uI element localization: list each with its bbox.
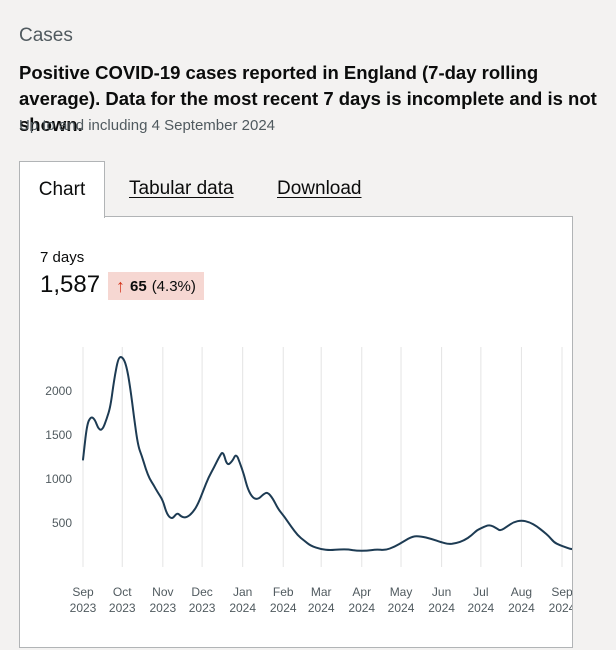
tab-download[interactable]: Download bbox=[277, 178, 362, 199]
x-tick-year: 2024 bbox=[468, 601, 495, 615]
x-tick-label: Jul bbox=[473, 585, 488, 599]
x-tick-label: Oct bbox=[113, 585, 132, 599]
y-axis: 500 1000 1500 2000 bbox=[45, 384, 72, 530]
y-tick-label: 500 bbox=[52, 516, 72, 530]
x-tick-year: 2024 bbox=[229, 601, 256, 615]
x-tick-label: Feb bbox=[273, 585, 294, 599]
x-tick-label: Jun bbox=[432, 585, 451, 599]
x-tick-year: 2023 bbox=[149, 601, 176, 615]
x-tick-year: 2024 bbox=[270, 601, 297, 615]
date-note: Up to and including 4 September 2024 bbox=[19, 117, 276, 134]
x-tick-label: Sep bbox=[72, 585, 94, 599]
change-badge: ↑ 65 (4.3%) bbox=[108, 272, 204, 300]
chart-panel: 7 days 1,587 ↑ 65 (4.3%) 500 1000 1500 2000… bbox=[19, 216, 573, 648]
x-tick-label: Mar bbox=[311, 585, 332, 599]
x-tick-year: 2024 bbox=[549, 601, 572, 615]
x-tick-year: 2024 bbox=[428, 601, 455, 615]
x-tick-year: 2023 bbox=[189, 601, 216, 615]
y-tick-label: 1500 bbox=[45, 428, 72, 442]
x-tick-label: May bbox=[390, 585, 413, 599]
y-tick-label: 2000 bbox=[45, 384, 72, 398]
series-line bbox=[82, 356, 572, 552]
chart-grid bbox=[82, 347, 563, 567]
x-tick-year: 2024 bbox=[388, 601, 415, 615]
x-tick-label: Aug bbox=[511, 585, 532, 599]
x-tick-label: Sep bbox=[551, 585, 572, 599]
x-tick-year: 2023 bbox=[70, 601, 97, 615]
change-amount: 65 bbox=[130, 277, 147, 295]
card-headline: Positive COVID-19 cases reported in Engl… bbox=[19, 62, 597, 135]
period-label: 7 days bbox=[40, 249, 85, 266]
x-tick-label: Dec bbox=[191, 585, 212, 599]
x-tick-label: Jan bbox=[233, 585, 252, 599]
tab-list: Chart Tabular data Download bbox=[19, 161, 572, 218]
x-axis: Sep 2023 Oct 2023 Nov 2023 Dec 2023 Jan 2024 Feb 20… bbox=[70, 585, 572, 615]
tab-tabular-data[interactable]: Tabular data bbox=[129, 178, 234, 199]
chart-series bbox=[82, 356, 572, 552]
x-tick-label: Apr bbox=[352, 585, 371, 599]
x-tick-year: 2024 bbox=[508, 601, 535, 615]
x-tick-year: 2024 bbox=[348, 601, 375, 615]
change-percent: (4.3%) bbox=[151, 277, 196, 295]
line-chart: 500 1000 1500 2000 Sep 2023 Oct 2023 Nov 2023 Dec… bbox=[45, 347, 572, 615]
x-tick-year: 2024 bbox=[308, 601, 335, 615]
tab-chart[interactable]: Chart bbox=[19, 161, 105, 218]
section-label: Cases bbox=[19, 25, 73, 46]
arrow-up-icon: ↑ bbox=[116, 276, 125, 296]
x-tick-label: Nov bbox=[152, 585, 173, 599]
x-tick-year: 2023 bbox=[109, 601, 136, 615]
headline-number: 1,587 bbox=[40, 271, 101, 298]
y-tick-label: 1000 bbox=[45, 472, 72, 486]
